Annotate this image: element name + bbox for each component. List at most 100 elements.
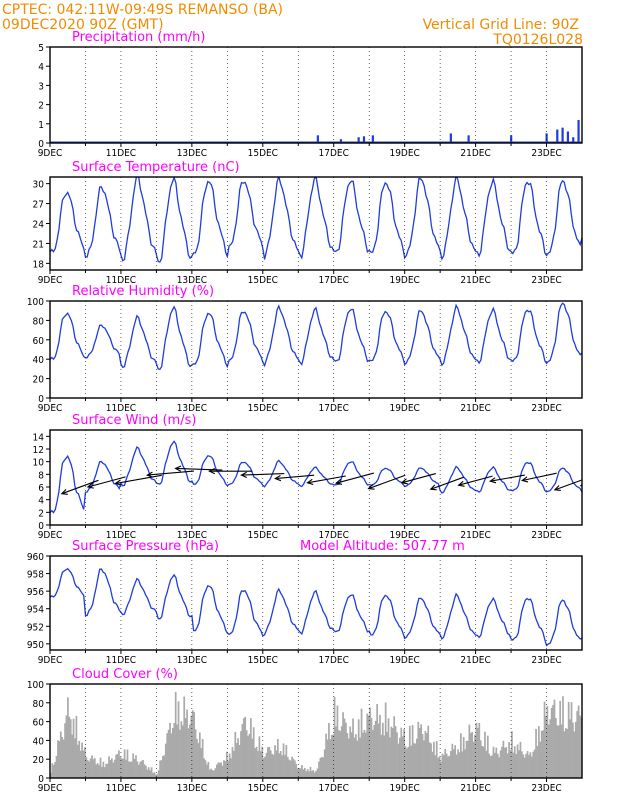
cloud-bar — [505, 747, 508, 778]
cloud-bar — [478, 722, 481, 778]
cloud-bar — [411, 724, 414, 778]
y-tick-label: 20 — [33, 375, 45, 386]
cloud-bar — [128, 761, 130, 778]
cloud-bar — [223, 760, 225, 778]
cloud-bar — [248, 733, 251, 778]
cloud-bar — [201, 739, 204, 778]
cloud-bar — [89, 758, 92, 778]
y-tick-label: 80 — [33, 699, 45, 710]
cloud-bar — [231, 747, 234, 778]
cloud-bar — [427, 725, 430, 778]
pressure-series-line — [50, 567, 582, 647]
panel-data-layer — [50, 302, 582, 371]
cloud-bar — [278, 753, 281, 778]
wind-arrow-head — [86, 482, 94, 489]
cloud-bar — [396, 732, 398, 778]
cloud-bar — [140, 760, 143, 778]
wind-arrow-shaft — [307, 475, 346, 484]
cloud-bar — [233, 750, 235, 778]
cloud-bar — [496, 753, 499, 778]
cloud-bar — [356, 740, 359, 778]
x-tick-label: 13DEC — [177, 783, 207, 794]
cloud-bar — [267, 747, 269, 778]
cloud-bar — [513, 746, 516, 778]
x-tick-label: 9DEC — [38, 530, 63, 541]
cloud-bar — [576, 711, 579, 778]
cloud-bar — [133, 758, 136, 778]
cloud-bar — [410, 745, 413, 778]
cloud-bar — [200, 748, 203, 778]
cloud-bar — [206, 764, 208, 778]
cloud-bar — [547, 724, 550, 778]
cloud-bar — [186, 709, 188, 778]
cloud-bar — [157, 770, 160, 778]
panel-data-layer — [50, 177, 582, 263]
cloud-bar — [499, 750, 502, 778]
cloud-bar — [139, 761, 142, 778]
temp-series-line — [50, 177, 582, 263]
x-tick-label: 21DEC — [460, 530, 490, 541]
cloud-bar — [164, 743, 167, 778]
y-tick-label: 24 — [33, 220, 45, 231]
cloud-bar — [240, 731, 242, 778]
panel-wind: 0 24 6 810 12 14 9DEC 11DEC 13DEC 15DEC 17DEC 19DEC… — [33, 413, 583, 541]
cloud-bar — [234, 731, 237, 778]
cloud-bar — [438, 756, 441, 778]
y-tick-label: 40 — [33, 736, 45, 747]
cloud-bar — [305, 771, 308, 778]
wind-arrow-head — [488, 477, 497, 484]
cloud-bar — [147, 767, 150, 778]
cloud-bar — [530, 756, 533, 778]
cloud-bar — [319, 757, 322, 778]
cloud-bar — [252, 727, 255, 778]
cloud-bar — [274, 745, 276, 778]
cloud-bar — [55, 755, 58, 778]
cloud-bar — [109, 760, 112, 778]
y-tick-label: 8 — [38, 470, 44, 481]
wind-arrow-head — [146, 471, 154, 478]
cloud-bar — [484, 731, 486, 778]
cloud-bar — [362, 732, 364, 778]
cloud-bar — [85, 757, 88, 778]
y-tick-label: 0 — [38, 774, 44, 785]
cloud-bar — [295, 763, 298, 778]
rh-series-line — [50, 302, 582, 371]
cloud-bar — [213, 770, 215, 778]
cloud-bar — [75, 715, 78, 778]
cloud-bar — [291, 756, 293, 778]
cloud-bar — [345, 722, 347, 778]
cloud-bar — [562, 696, 564, 778]
x-tick-label: 13DEC — [177, 403, 207, 414]
precip-bar — [449, 133, 452, 143]
cloud-bar — [179, 729, 181, 778]
cloud-bar — [339, 731, 342, 778]
cloud-bar — [413, 743, 415, 778]
cloud-bar — [520, 751, 523, 778]
cloud-bar — [536, 745, 539, 778]
precip-bar — [371, 135, 374, 143]
cloud-bar — [86, 760, 89, 778]
y-tick-label: 21 — [33, 239, 44, 250]
y-tick-label: 956 — [27, 587, 44, 598]
cloud-bar — [299, 768, 302, 778]
cloud-bar — [101, 766, 103, 778]
cloud-bar — [225, 751, 228, 778]
cloud-bar — [498, 757, 501, 778]
cloud-bar — [254, 748, 257, 778]
cloud-bar — [393, 716, 396, 778]
cloud-bar — [251, 738, 254, 778]
cloud-bar — [313, 772, 316, 778]
pressure-frame — [49, 555, 583, 651]
cloud-bar — [448, 755, 451, 778]
cloud-bar — [384, 702, 387, 778]
x-tick-label: 17DEC — [319, 530, 349, 541]
cloud-bar — [111, 758, 113, 778]
cloud-bar — [450, 751, 452, 778]
cloud-bar — [447, 756, 449, 778]
cloud-bar — [386, 731, 388, 778]
cloud-bar — [242, 718, 245, 778]
cloud-bar — [563, 731, 566, 778]
x-tick-label: 15DEC — [248, 275, 278, 286]
x-tick-label: 11DEC — [106, 148, 136, 159]
cloud-bar — [357, 719, 360, 778]
